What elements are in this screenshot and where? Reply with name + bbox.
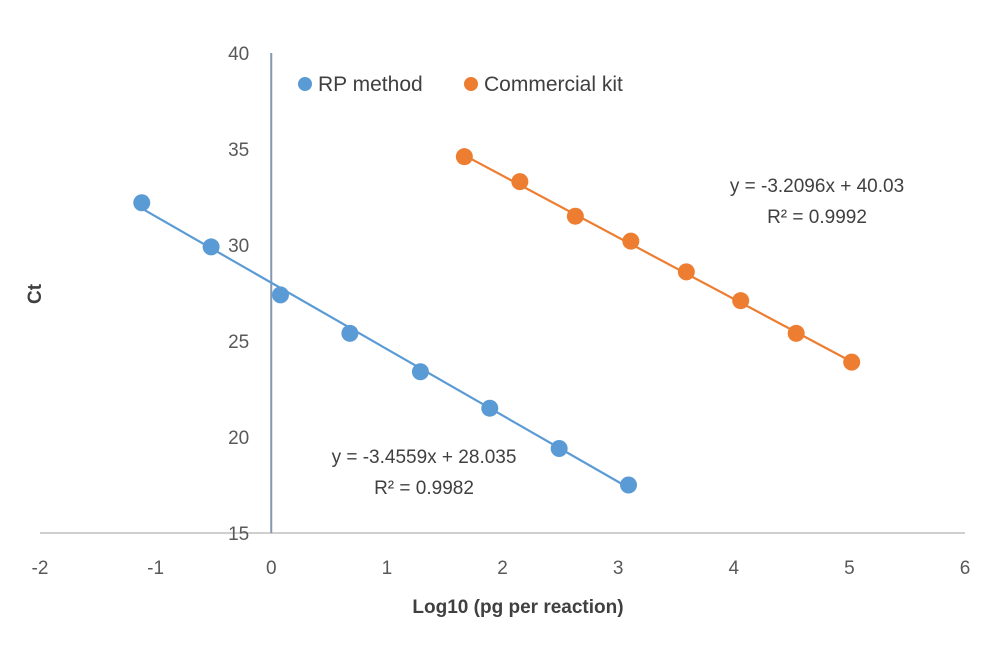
data-point-rp-method (133, 194, 151, 212)
equation-commercial-kit: y = -3.2096x + 40.03 (730, 176, 904, 197)
y-tick-label: 30 (228, 236, 249, 257)
data-point-rp-method (202, 238, 220, 256)
x-tick-label: -2 (32, 558, 49, 579)
y-tick-label: 35 (228, 140, 249, 161)
trendlines (141, 154, 853, 489)
x-tick-label: -1 (147, 558, 164, 579)
trendline-rp-method (141, 207, 630, 489)
x-tick-label: 0 (266, 558, 277, 579)
axes (40, 53, 965, 534)
y-tick-label: 20 (228, 428, 249, 449)
y-tick-label: 25 (228, 332, 249, 353)
y-tick-labels: 15 20 25 30 35 40 (228, 44, 249, 545)
x-tick-label: 6 (960, 558, 971, 579)
x-tick-labels: -2 -1 0 1 2 3 4 5 6 (32, 558, 971, 579)
r-squared-rp-method: R² = 0.9982 (374, 478, 474, 499)
y-axis-title: Ct (25, 283, 46, 304)
data-point-commercial-kit (566, 207, 584, 225)
y-tick-label: 40 (228, 44, 249, 65)
legend-label-rp-method: RP method (318, 73, 423, 96)
legend: RP method Commercial kit (298, 73, 623, 96)
x-tick-label: 2 (497, 558, 508, 579)
data-point-commercial-kit (511, 173, 529, 191)
trendline-equations: y = -3.2096x + 40.03 R² = 0.9992 y = -3.… (332, 176, 905, 499)
data-point-commercial-kit (622, 232, 640, 250)
x-tick-label: 4 (728, 558, 739, 579)
data-point-rp-method (411, 363, 429, 381)
r-squared-commercial-kit: R² = 0.9992 (767, 207, 867, 228)
data-point-rp-method (272, 286, 289, 304)
data-point-commercial-kit (732, 292, 750, 310)
legend-marker-rp-method (298, 77, 312, 91)
x-tick-label: 3 (613, 558, 624, 579)
trendline-commercial-kit (463, 154, 853, 363)
legend-label-commercial-kit: Commercial kit (484, 73, 623, 96)
data-points (133, 148, 861, 494)
data-point-commercial-kit (455, 148, 473, 166)
data-point-rp-method (620, 476, 638, 494)
data-point-commercial-kit (787, 324, 805, 342)
x-tick-label: 1 (382, 558, 393, 579)
equation-rp-method: y = -3.4559x + 28.035 (332, 447, 517, 468)
x-axis-title: Log10 (pg per reaction) (412, 597, 623, 618)
data-point-commercial-kit (677, 263, 695, 281)
y-tick-label: 15 (228, 524, 249, 545)
x-tick-label: 5 (844, 558, 855, 579)
data-point-rp-method (550, 440, 568, 458)
data-point-rp-method (481, 399, 499, 417)
data-point-commercial-kit (843, 353, 861, 371)
legend-marker-commercial-kit (464, 77, 478, 91)
data-point-rp-method (341, 324, 359, 342)
